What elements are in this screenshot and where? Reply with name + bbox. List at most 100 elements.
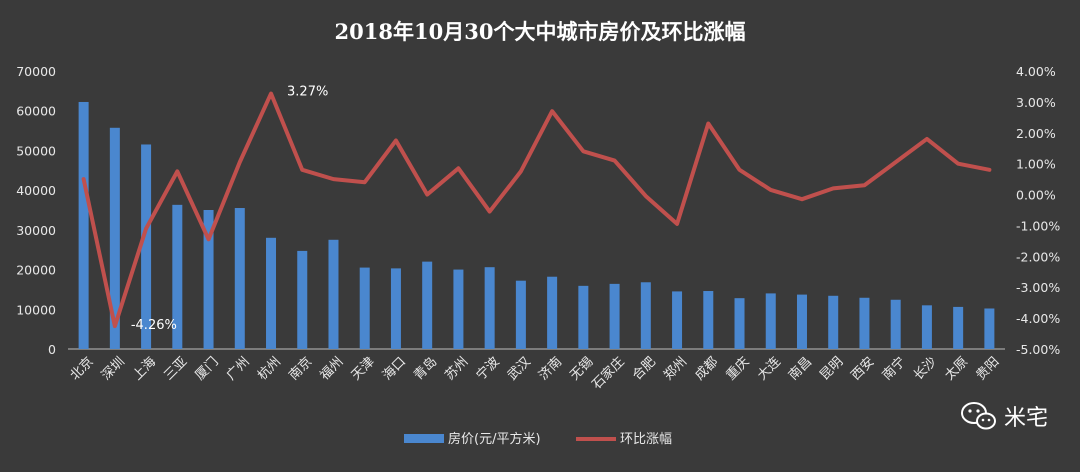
line-point — [956, 162, 960, 166]
line-point — [769, 188, 773, 192]
y-right-tick-label: 3.00% — [1016, 95, 1056, 110]
line-point — [581, 149, 585, 153]
line-point — [207, 237, 211, 241]
bar — [390, 268, 401, 349]
line-point — [82, 177, 86, 181]
bar — [578, 285, 589, 349]
bar — [359, 267, 370, 349]
data-label: -4.26% — [131, 318, 177, 333]
line-point — [394, 139, 398, 142]
bar — [921, 305, 932, 349]
data-label: 3.27% — [287, 85, 328, 100]
line-point — [175, 169, 179, 173]
bar — [422, 261, 433, 349]
x-tick-label: 南京 — [286, 354, 316, 384]
y-right-tick-label: 2.00% — [1016, 126, 1056, 141]
x-tick-label: 青岛 — [411, 354, 441, 384]
line-point — [519, 169, 523, 173]
line-point — [300, 168, 304, 172]
bar — [890, 299, 901, 349]
bar — [765, 293, 776, 349]
line-point — [862, 183, 866, 187]
bar — [796, 294, 807, 349]
x-tick-label: 济南 — [535, 354, 565, 384]
y-left-tick-label: 30000 — [16, 223, 56, 238]
x-tick-label: 武汉 — [505, 354, 534, 383]
bar — [515, 280, 526, 349]
y-right-tick-label: -4.00% — [1016, 311, 1060, 326]
bar — [172, 204, 183, 349]
line-point — [987, 168, 991, 172]
bar — [109, 127, 120, 349]
bar — [547, 276, 558, 349]
bar — [828, 295, 839, 349]
bar — [203, 210, 214, 349]
bar — [141, 144, 152, 349]
line-point — [831, 186, 835, 190]
bar — [703, 291, 714, 349]
y-left-tick-label: 10000 — [16, 302, 56, 317]
x-tick-label: 西安 — [848, 354, 877, 383]
x-tick-label: 重庆 — [723, 354, 753, 384]
x-tick-label: 南昌 — [785, 354, 815, 384]
y-left-tick-label: 70000 — [16, 64, 56, 79]
bar — [78, 101, 89, 349]
x-tick-label: 合肥 — [630, 354, 659, 383]
x-tick-label: 宁波 — [473, 354, 503, 384]
bar — [734, 298, 745, 349]
x-tick-label: 大连 — [754, 354, 784, 384]
bar — [609, 283, 620, 349]
line-point — [488, 210, 492, 214]
y-right-tick-label: -1.00% — [1016, 218, 1060, 233]
line-point — [113, 324, 117, 328]
y-left-tick-label: 60000 — [16, 104, 56, 119]
line-point — [425, 193, 429, 197]
line-point — [894, 160, 898, 164]
x-tick-label: 太原 — [942, 354, 971, 383]
x-tick-label: 南宁 — [879, 354, 909, 384]
brand-name: 米宅 — [1003, 406, 1048, 431]
line-point — [800, 197, 804, 201]
x-tick-label: 长沙 — [911, 354, 940, 383]
bar — [266, 237, 277, 349]
legend-label-line: 环比涨幅 — [620, 432, 672, 447]
bar — [234, 208, 245, 349]
bar — [953, 306, 964, 349]
y-right-tick-label: -3.00% — [1016, 280, 1060, 295]
line-point — [144, 227, 148, 231]
legend-swatch-bar — [404, 434, 444, 443]
line-point — [706, 122, 710, 126]
x-tick-label: 贵阳 — [973, 354, 1002, 383]
x-tick-label: 昆明 — [817, 354, 846, 383]
y-right-tick-label: -2.00% — [1016, 249, 1060, 264]
line-point — [550, 109, 554, 113]
line-point — [238, 160, 242, 164]
x-tick-label: 海口 — [380, 354, 409, 383]
x-tick-label: 福州 — [318, 354, 347, 383]
x-tick-label: 成都 — [692, 354, 721, 383]
y-left-tick-label: 40000 — [16, 183, 56, 198]
x-tick-label: 郑州 — [661, 354, 690, 383]
bar — [453, 269, 464, 349]
x-tick-label: 广州 — [224, 354, 253, 383]
bar — [672, 291, 683, 349]
line-point — [363, 180, 367, 184]
x-tick-label: 苏州 — [442, 354, 472, 384]
y-right-tick-label: 1.00% — [1016, 157, 1056, 172]
y-right-tick-label: -5.00% — [1016, 342, 1060, 357]
bar — [484, 267, 495, 349]
y-left-tick-label: 0 — [48, 342, 56, 357]
chart-title: 2018年10月30个大中城市房价及环比涨幅 — [335, 19, 746, 44]
y-left-tick-label: 20000 — [16, 263, 56, 278]
legend-label-bar: 房价(元/平方米) — [448, 431, 541, 447]
x-tick-label: 北京 — [68, 354, 97, 383]
bar — [859, 297, 870, 349]
line-point — [613, 159, 617, 163]
line-point — [644, 194, 648, 198]
x-tick-label: 天津 — [349, 354, 378, 383]
x-tick-label: 三亚 — [161, 354, 190, 383]
y-right-tick-label: 0.00% — [1016, 188, 1056, 203]
line-point — [925, 137, 929, 141]
bar — [297, 250, 308, 349]
